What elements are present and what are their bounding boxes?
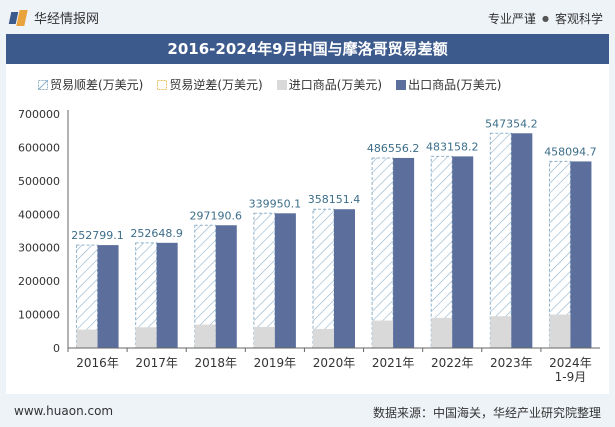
x-tick-label: 2020年 <box>313 356 356 370</box>
x-tick-label: 2023年 <box>490 356 533 370</box>
export-bar <box>393 157 415 348</box>
surplus-bar <box>548 160 571 349</box>
import-bar <box>253 326 275 348</box>
import-bar <box>549 314 571 348</box>
chart-title: 2016-2024年9月中国与摩洛哥贸易差额 <box>6 34 609 64</box>
y-tick-label: 300000 <box>18 242 60 255</box>
legend-item-surplus: 贸易顺差(万美元) <box>38 76 143 93</box>
footer-url[interactable]: www.huaon.com <box>14 404 114 418</box>
data-label: 252648.9 <box>130 227 183 240</box>
export-bar <box>334 209 355 348</box>
export-bar <box>215 225 237 348</box>
export-bar <box>511 133 533 348</box>
y-tick-label: 200000 <box>18 275 60 288</box>
data-label: 483158.2 <box>426 140 479 153</box>
top-bar: 华经情报网 专业严谨 ● 客观科学 <box>0 0 615 34</box>
x-tick-label: 2017年 <box>135 356 178 370</box>
legend-label-surplus: 贸易顺差(万美元) <box>50 78 144 92</box>
data-label: 297190.6 <box>190 209 243 222</box>
tagline: 专业严谨 ● 客观科学 <box>488 10 603 27</box>
legend-swatch-import <box>276 79 287 90</box>
dot-separator-icon: ● <box>542 14 549 23</box>
footer: www.huaon.com 数据来源：中国海关，华经产业研究院整理 <box>0 396 615 427</box>
footer-source: 数据来源：中国海关，华经产业研究院整理 <box>372 406 601 420</box>
brand-logo[interactable]: 华经情报网 <box>8 8 100 27</box>
export-bar <box>274 213 296 348</box>
data-label: 358151.4 <box>308 193 361 206</box>
import-bar <box>76 329 98 348</box>
legend-swatch-deficit <box>157 79 168 90</box>
surplus-bar <box>371 157 394 349</box>
export-bar <box>452 156 474 348</box>
export-bar <box>156 242 178 348</box>
legend-item-import: 进口商品(万美元) <box>276 76 383 93</box>
tagline-b: 客观科学 <box>554 12 603 26</box>
import-bar <box>135 327 157 348</box>
y-tick-label: 500000 <box>18 175 60 188</box>
data-label: 458094.7 <box>544 145 597 158</box>
data-label: 339950.1 <box>249 197 302 210</box>
y-tick-label: 600000 <box>18 141 60 154</box>
x-tick-label: 2018年 <box>195 356 238 370</box>
legend-item-deficit: 贸易逆差(万美元) <box>157 76 263 93</box>
import-bar <box>194 324 216 348</box>
y-tick-label: 100000 <box>18 309 60 322</box>
x-tick-label: 2022年 <box>431 356 474 370</box>
y-tick-label: 700000 <box>18 108 60 121</box>
y-tick-label: 0 <box>53 342 60 355</box>
x-tick-label: 2024年 1-9月 <box>549 356 592 384</box>
y-tick-label: 400000 <box>18 208 60 221</box>
legend-label-export: 出口商品(万美元) <box>408 78 502 92</box>
surplus-bar <box>489 132 512 349</box>
legend-label-import: 进口商品(万美元) <box>288 78 383 92</box>
data-label: 252799.1 <box>71 229 124 242</box>
surplus-bar <box>312 208 335 349</box>
export-bar <box>570 161 592 348</box>
import-bar <box>490 316 512 348</box>
legend-swatch-export <box>396 79 407 90</box>
x-tick-label: 2021年 <box>372 356 415 370</box>
x-tick-label: 2019年 <box>254 356 297 370</box>
legend-label-deficit: 贸易逆差(万美元) <box>169 78 263 92</box>
legend-item-export: 出口商品(万美元) <box>396 76 502 93</box>
x-tick-label: 2016年 <box>76 356 119 370</box>
chart-legend: 贸易顺差(万美元) 贸易逆差(万美元) 进口商品(万美元) 出口商品(万美元) <box>38 76 502 93</box>
export-bar <box>97 245 119 348</box>
import-bar <box>313 328 334 348</box>
data-label: 486556.2 <box>367 142 420 155</box>
data-label: 547354.2 <box>485 117 538 130</box>
import-bar <box>372 320 394 348</box>
legend-swatch-surplus <box>38 79 48 90</box>
tagline-a: 专业严谨 <box>487 12 536 26</box>
brand-name: 华经情报网 <box>34 12 100 27</box>
import-bar <box>431 317 453 348</box>
